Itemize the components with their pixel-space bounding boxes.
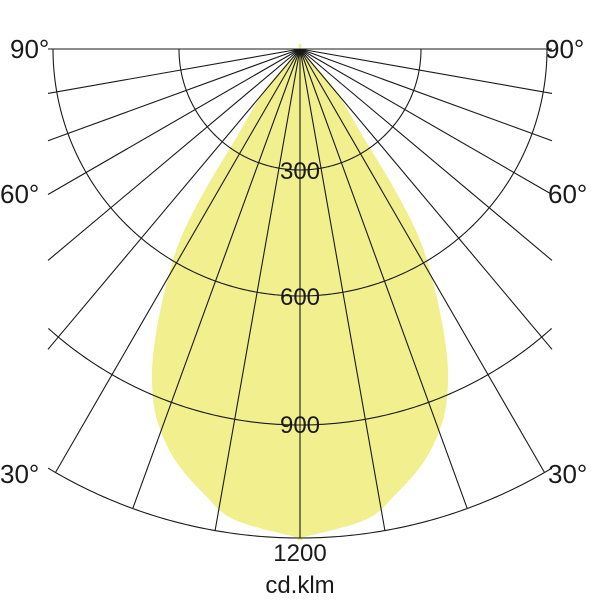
svg-text:600: 600 [280,284,320,311]
svg-text:900: 900 [280,412,320,439]
svg-text:90°: 90° [545,34,584,64]
svg-text:60°: 60° [0,179,39,209]
svg-text:30°: 30° [548,459,587,489]
svg-text:1200: 1200 [273,540,326,567]
svg-text:300: 300 [280,158,320,185]
svg-text:cd.klm: cd.klm [265,572,334,599]
svg-text:90°: 90° [10,34,49,64]
svg-text:60°: 60° [548,179,587,209]
svg-text:30°: 30° [0,459,39,489]
